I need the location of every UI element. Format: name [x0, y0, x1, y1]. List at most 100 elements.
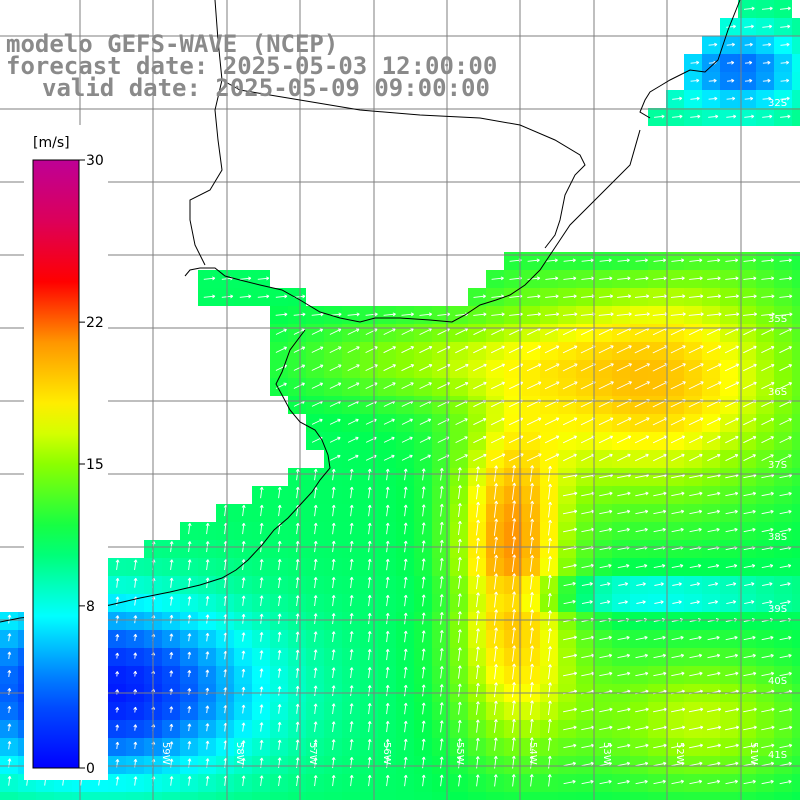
colorbar-tick-label: 0 — [86, 761, 95, 777]
wind-arrow — [690, 60, 700, 65]
wind-arrow — [239, 276, 252, 281]
wind-arrow — [7, 614, 12, 624]
wind-arrow — [311, 328, 324, 335]
wind-arrow — [349, 667, 354, 679]
wind-arrow — [311, 382, 324, 389]
wind-arrow — [457, 575, 462, 589]
wind-arrow — [581, 779, 594, 785]
wind-arrow — [780, 60, 790, 65]
wind-arrow — [293, 382, 305, 389]
lon-label: 53W — [601, 742, 612, 765]
wind-arrow — [707, 779, 721, 785]
wind-arrow — [761, 671, 775, 677]
wind-arrow — [383, 346, 396, 354]
wind-arrow — [169, 596, 174, 606]
wind-arrow — [277, 504, 282, 517]
wind-arrow — [688, 725, 704, 731]
wind-arrow — [329, 328, 342, 335]
wind-arrow — [169, 559, 174, 570]
wind-arrow — [203, 294, 216, 299]
wind-arrow — [7, 705, 12, 713]
wind-arrow — [419, 312, 433, 317]
wind-arrow — [548, 501, 553, 518]
wind-arrow — [688, 381, 704, 390]
wind-arrow — [241, 722, 246, 732]
wind-arrow — [689, 527, 702, 533]
wind-arrow — [634, 381, 650, 390]
wind-arrow — [241, 632, 246, 642]
wind-arrow — [367, 486, 372, 499]
wind-arrow — [598, 312, 614, 317]
wind-arrow — [367, 612, 372, 625]
wind-arrow — [726, 114, 737, 119]
wind-arrow — [457, 485, 462, 499]
wind-arrow — [277, 613, 282, 624]
wind-arrow — [313, 558, 318, 571]
wind-arrow — [277, 739, 282, 750]
wind-arrow — [419, 363, 433, 372]
wind-arrow — [547, 593, 552, 607]
wind-arrow — [670, 345, 686, 354]
wind-arrow — [617, 509, 631, 515]
wind-arrow — [491, 417, 505, 426]
wind-arrow — [347, 454, 359, 461]
wind-arrow — [779, 671, 792, 677]
wind-arrow — [653, 707, 668, 713]
wind-arrow — [671, 707, 686, 713]
wind-arrow — [672, 114, 683, 119]
wind-arrow — [547, 718, 552, 733]
wind-arrow — [133, 689, 138, 695]
wind-arrow — [707, 761, 721, 767]
wind-arrow — [530, 573, 535, 590]
wind-arrow — [725, 671, 739, 677]
wind-arrow — [347, 418, 359, 425]
wind-arrow — [241, 650, 246, 660]
wind-arrow — [367, 774, 372, 787]
wind-arrow — [779, 725, 793, 731]
wind-arrow — [313, 522, 318, 535]
wind-arrow — [455, 345, 469, 354]
wind-arrow — [115, 577, 120, 588]
wind-arrow — [512, 700, 516, 716]
wind-arrow — [653, 653, 667, 659]
wind-arrow — [761, 509, 774, 515]
wind-arrow — [259, 522, 264, 535]
wind-arrow — [671, 563, 684, 569]
wind-arrow — [635, 653, 649, 659]
wind-arrow — [331, 595, 336, 607]
wind-arrow — [313, 739, 318, 751]
wind-arrow — [511, 573, 517, 590]
wind-arrow — [473, 417, 487, 426]
wind-arrow — [205, 614, 210, 624]
wind-arrow — [205, 740, 210, 750]
wind-arrow — [403, 720, 408, 733]
wind-arrow — [671, 276, 685, 281]
wind-arrow — [581, 581, 593, 587]
wind-arrow — [133, 724, 138, 731]
wind-arrow — [476, 555, 480, 572]
wind-arrow — [401, 454, 413, 461]
wind-arrow — [385, 558, 390, 571]
wind-arrow — [779, 276, 793, 281]
wind-arrow — [617, 635, 630, 641]
wind-arrow — [653, 635, 666, 641]
wind-arrow — [671, 761, 685, 767]
wind-arrow — [473, 453, 487, 462]
wind-arrow — [421, 522, 426, 535]
wind-arrow — [761, 743, 775, 749]
wind-arrow — [563, 581, 576, 587]
wind-arrow — [421, 720, 426, 733]
wind-arrow — [331, 703, 336, 715]
wind-arrow — [295, 775, 300, 787]
wind-arrow — [241, 595, 246, 606]
wind-arrow — [635, 491, 649, 497]
wind-arrow — [293, 312, 306, 317]
wind-arrow — [476, 519, 481, 536]
wind-arrow — [779, 312, 793, 317]
wind-arrow — [635, 509, 649, 515]
wind-arrow — [403, 576, 408, 589]
wind-arrow — [617, 276, 631, 281]
wind-arrow — [313, 721, 318, 732]
